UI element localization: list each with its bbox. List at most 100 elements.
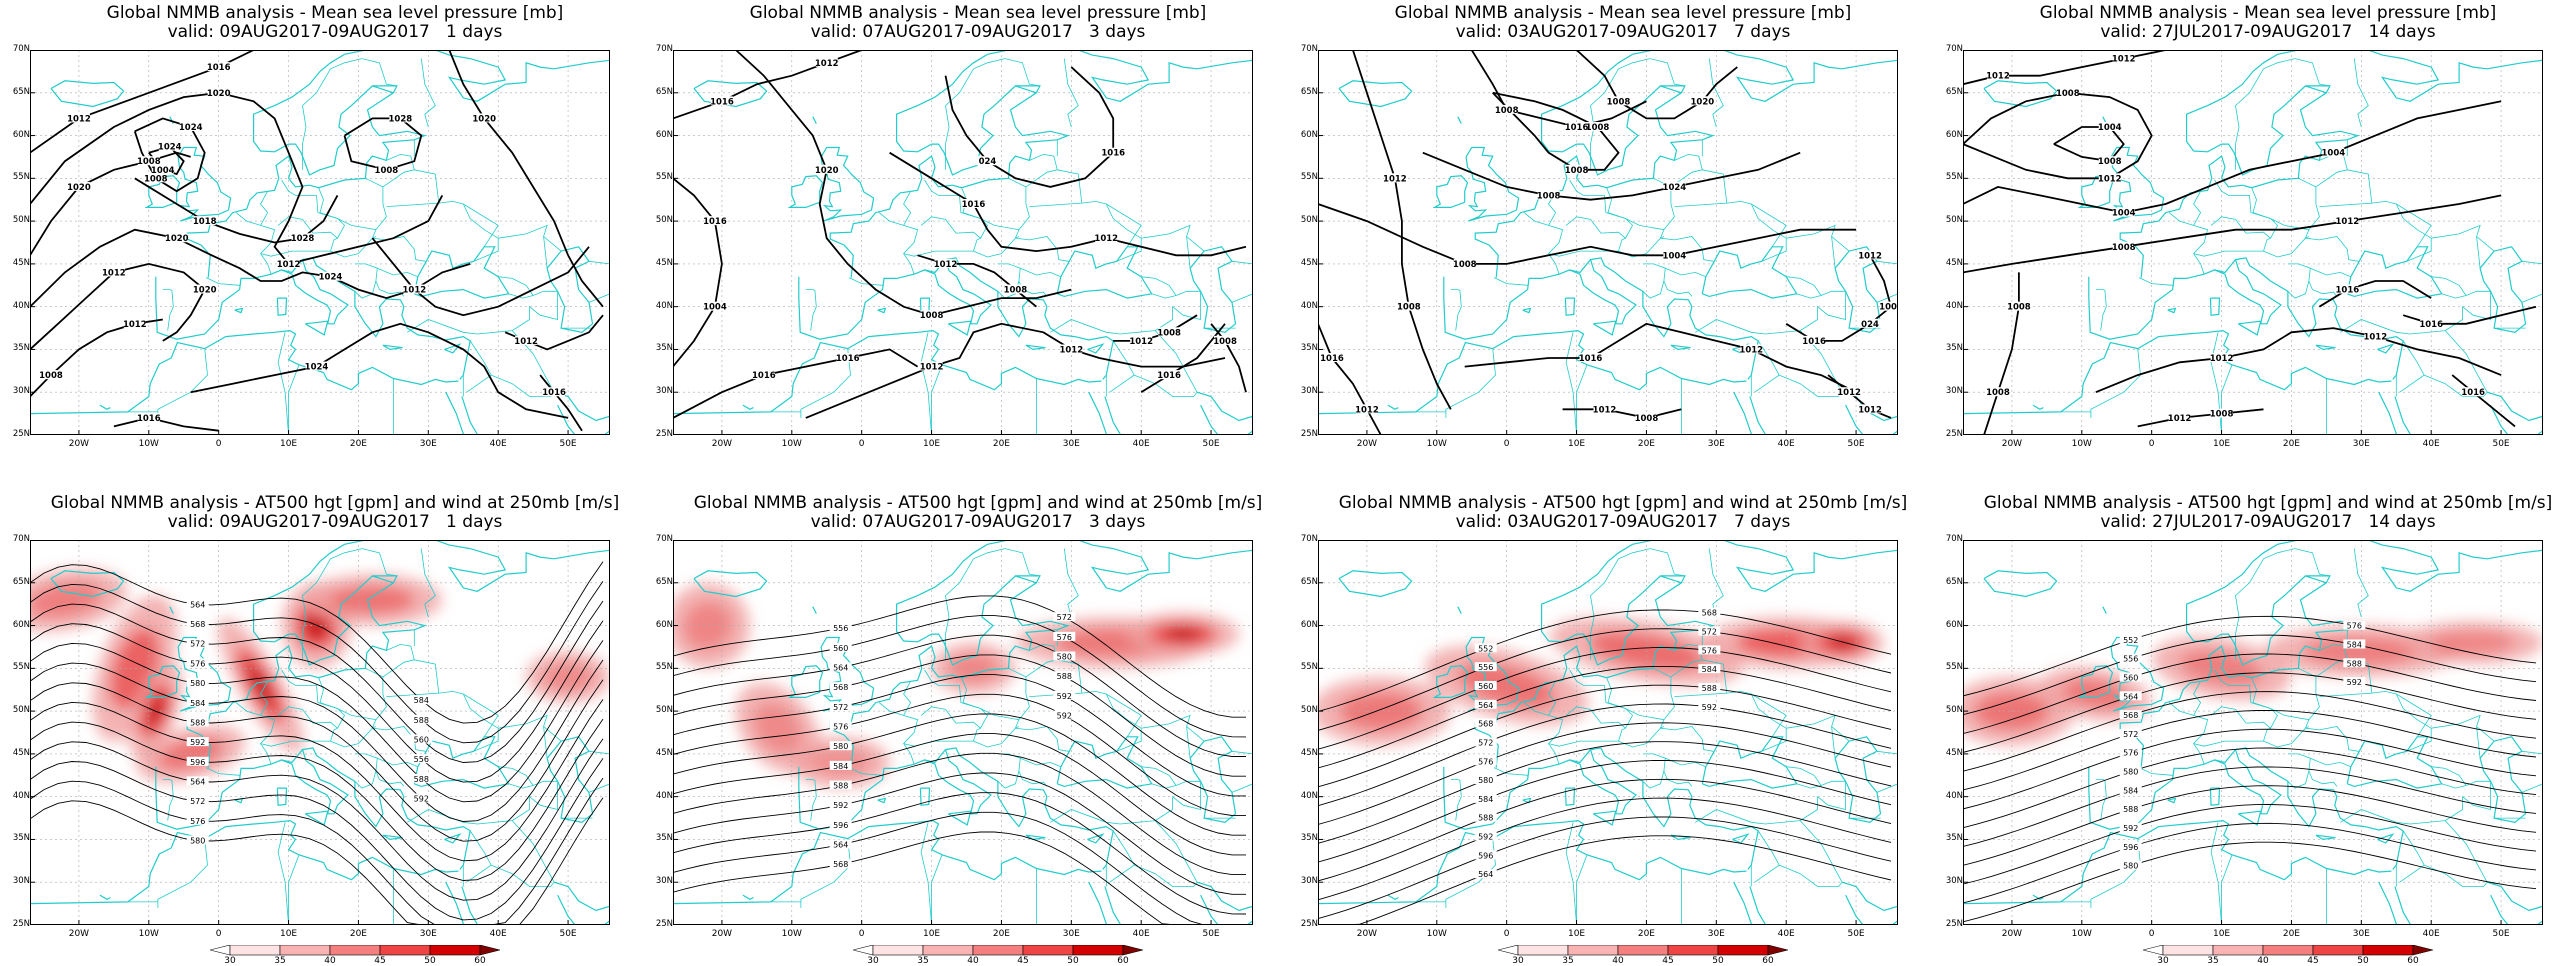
border-line <box>511 820 555 883</box>
contour-line <box>1352 50 1452 410</box>
colorbar-label: 30 <box>2157 956 2169 966</box>
lat-tick-label: 35N <box>1945 343 1963 354</box>
map-panel-8: Global NMMB analysis - AT500 hgt [gpm] a… <box>1946 490 2560 966</box>
contour-label: 1008 <box>2056 89 2080 99</box>
contour-label: 1020 <box>1691 97 1715 107</box>
lat-tick-label: 55N <box>655 172 673 183</box>
coastline <box>1522 307 1532 314</box>
colorbar-label: 35 <box>2207 956 2219 966</box>
contour-label: 1016 <box>962 200 986 210</box>
coastline <box>1723 540 1898 592</box>
map-canvas: 564 568 572 576 580 584 588 592 596 564 572 576 580 5… <box>30 540 610 925</box>
coastline <box>1088 881 1108 925</box>
colorbar-label: 45 <box>374 956 386 966</box>
lon-tick-label: 10W <box>138 439 159 449</box>
contour-label: 576 <box>2123 749 2138 758</box>
colorbar-label: 40 <box>967 956 979 966</box>
lon-tick-label: 0 <box>1503 439 1510 449</box>
coastline <box>787 665 824 698</box>
lat-tick-label: 40N <box>12 790 30 801</box>
contour-label: 592 <box>414 794 429 803</box>
coastline <box>445 881 465 925</box>
lon-tick-label: 40E <box>489 439 507 449</box>
lat-tick-label: 45N <box>1945 747 1963 758</box>
contour-line <box>1492 91 1620 171</box>
contour-label: 576 <box>1057 633 1072 642</box>
contour-label: 1008 <box>1607 97 1631 107</box>
border-line <box>1141 276 1177 296</box>
contour-label: 1016 <box>703 217 727 227</box>
border-line <box>878 212 919 275</box>
contour-line <box>1318 665 1892 769</box>
lat-tick-label: 25N <box>1945 919 1963 929</box>
coastline <box>2305 575 2327 584</box>
colorbar-label: 45 <box>1662 956 1674 966</box>
contour-label: 560 <box>833 644 848 653</box>
contour-label: 1004 <box>2322 149 2346 159</box>
border-line <box>2304 719 2359 752</box>
coastline <box>1749 886 1767 925</box>
contour-label: 1016 <box>2461 388 2485 398</box>
lat-tick-label: 45N <box>12 747 30 758</box>
coastline <box>155 257 471 380</box>
contour-label: 596 <box>190 758 205 767</box>
coastline <box>144 665 181 698</box>
lon-tick-label: 50E <box>559 929 577 939</box>
contour-line <box>673 752 1246 876</box>
coastline <box>1983 570 2058 598</box>
coastline <box>2237 810 2262 826</box>
contour-line <box>1575 50 1738 120</box>
contour-line <box>805 322 1226 419</box>
border-line <box>1020 267 1061 278</box>
coastline <box>2102 606 2107 614</box>
border-line <box>2521 293 2543 303</box>
coastline <box>742 404 754 410</box>
lon-tick-label: 50E <box>1847 439 1865 449</box>
border-line <box>1025 153 1058 188</box>
contour-label: 576 <box>1478 757 1493 766</box>
border-line <box>1493 767 1528 776</box>
coastline <box>1733 391 1753 435</box>
contour-label: 1012 <box>1593 405 1617 415</box>
contour-line <box>1318 203 1857 265</box>
coastline <box>1338 80 1413 108</box>
contour-label: 568 <box>190 620 205 629</box>
map-canvas: 1008 1008 1008 1008 1008 1012 1016 1016 1012 1016… <box>1318 50 1898 435</box>
border-line <box>973 726 1020 748</box>
contour-label: 588 <box>190 718 205 727</box>
coastline <box>1564 297 1576 316</box>
border-line <box>931 854 943 925</box>
lon-tick-label: 10W <box>138 929 159 939</box>
border-line <box>438 200 499 248</box>
border-line <box>1576 364 1588 435</box>
lon-tick-label: 0 <box>858 929 865 939</box>
contour-label: 1012 <box>67 114 91 124</box>
border-line <box>800 838 851 908</box>
border-line <box>1141 714 1205 742</box>
coastline <box>1660 85 1682 94</box>
wind-shading <box>673 582 1240 789</box>
border-line <box>1695 809 1818 825</box>
border-line <box>2431 276 2467 296</box>
colorbar-label: 60 <box>1762 956 1774 966</box>
contour-label: 1008 <box>1565 166 1589 176</box>
coastline <box>693 570 768 598</box>
colorbar-label: 45 <box>2307 956 2319 966</box>
colorbar-label: 40 <box>1612 956 1624 966</box>
border-line <box>2315 643 2348 678</box>
coastline <box>1387 404 1399 410</box>
border-line <box>1786 714 1850 742</box>
border-line <box>1141 766 1177 786</box>
border-line <box>1231 293 1253 303</box>
lon-tick-label: 50E <box>559 439 577 449</box>
border-line <box>491 864 555 887</box>
contour-line <box>889 151 1247 257</box>
border-line <box>498 714 562 742</box>
lat-tick-label: 30N <box>1945 876 1963 887</box>
panel-title: Global NMMB analysis - Mean sea level pr… <box>106 3 564 23</box>
contour-label: 580 <box>833 742 848 751</box>
border-line <box>2521 260 2543 299</box>
coastline <box>304 810 329 826</box>
coastline <box>2214 259 2282 325</box>
border-line <box>2431 224 2495 252</box>
